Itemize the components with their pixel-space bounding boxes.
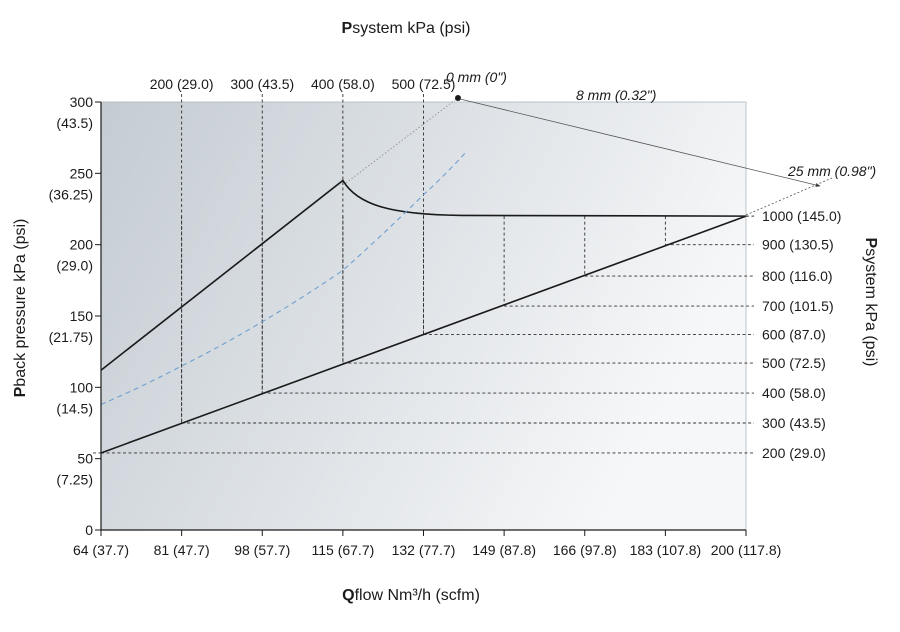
x-tick-label: 81 (47.7): [154, 542, 210, 558]
right-tick-label: 600 (87.0): [762, 327, 826, 343]
y-tick-sublabel: (7.25): [56, 472, 93, 488]
y-axis-title: Pback pressure kPa (psi): [12, 219, 29, 398]
y-tick-label: 0: [85, 522, 93, 538]
guide-lines: [93, 94, 754, 454]
right-tick-label: 900 (130.5): [762, 237, 834, 253]
series-line-2: [100, 215, 747, 454]
right-axis-title: Psystem kPa (psi): [862, 238, 879, 367]
y-tick-label: 100: [70, 379, 94, 395]
top-title: Psystem kPa (psi): [342, 20, 471, 37]
y-tick-sublabel: (36.25): [49, 186, 93, 202]
annotations: 0 mm (0") 8 mm (0.32") 25 mm (0.98"): [345, 69, 876, 216]
annotation-25mm: 25 mm (0.98"): [787, 163, 876, 179]
y-tick-sublabel: (21.75): [49, 329, 93, 345]
right-tick-label: 400 (58.0): [762, 385, 826, 401]
x-tick-label: 98 (57.7): [234, 542, 290, 558]
top-tick-label: 500 (72.5): [392, 76, 456, 92]
right-ticks: 1000 (145.0) 900 (130.5) 800 (116.0) 700 (1…: [762, 208, 841, 461]
right-tick-label: 300 (43.5): [762, 415, 826, 431]
annotation-0mm-leader: [345, 96, 460, 184]
top-tick-label: 200 (29.0): [150, 76, 214, 92]
top-tick-label: 400 (58.0): [311, 76, 375, 92]
series-line-1: [100, 151, 467, 405]
y-tick-sublabel: (43.5): [56, 115, 93, 131]
y-tick-sublabel: (14.5): [56, 400, 93, 416]
x-tick-label: 115 (67.7): [311, 542, 374, 558]
annotation-8mm: 8 mm (0.32"): [576, 87, 656, 103]
y-ticks: 0 50 (7.25) 100 (14.5) 150 (21.75) 200 (29.0) 250…: [49, 94, 101, 538]
y-tick-label: 50: [77, 451, 93, 467]
right-tick-label: 1000 (145.0): [762, 208, 841, 224]
x-tick-label: 132 (77.7): [392, 542, 456, 558]
x-tick-label: 200 (117.8): [711, 542, 782, 558]
x-ticks: 64 (37.7) 81 (47.7) 98 (57.7) 115 (67.7) 132…: [73, 530, 781, 558]
x-tick-label: 183 (107.8): [630, 542, 702, 558]
right-tick-label: 700 (101.5): [762, 298, 834, 314]
x-tick-label: 64 (37.7): [73, 542, 129, 558]
y-tick-label: 200: [70, 237, 94, 253]
y-tick-label: 300: [70, 94, 94, 110]
top-tick-label: 300 (43.5): [230, 76, 294, 92]
right-tick-label: 200 (29.0): [762, 445, 826, 461]
series-group: [100, 151, 747, 454]
y-tick-sublabel: (29.0): [56, 258, 93, 274]
y-tick-label: 150: [70, 308, 94, 324]
x-tick-label: 166 (97.8): [553, 542, 617, 558]
right-tick-label: 500 (72.5): [762, 355, 826, 371]
x-axis-title: Qflow Nm³/h (scfm): [342, 587, 480, 604]
annotation-0mm-dot: [455, 95, 461, 101]
y-tick-label: 250: [70, 165, 94, 181]
annotation-25mm-leader: [459, 98, 821, 187]
right-tick-label: 800 (116.0): [762, 268, 833, 284]
top-ticks: 200 (29.0) 300 (43.5) 400 (58.0) 500 (72.5): [150, 76, 456, 92]
annotation-0mm: 0 mm (0"): [446, 69, 507, 85]
x-tick-label: 149 (87.8): [472, 542, 536, 558]
series-line-0: [100, 179, 747, 371]
